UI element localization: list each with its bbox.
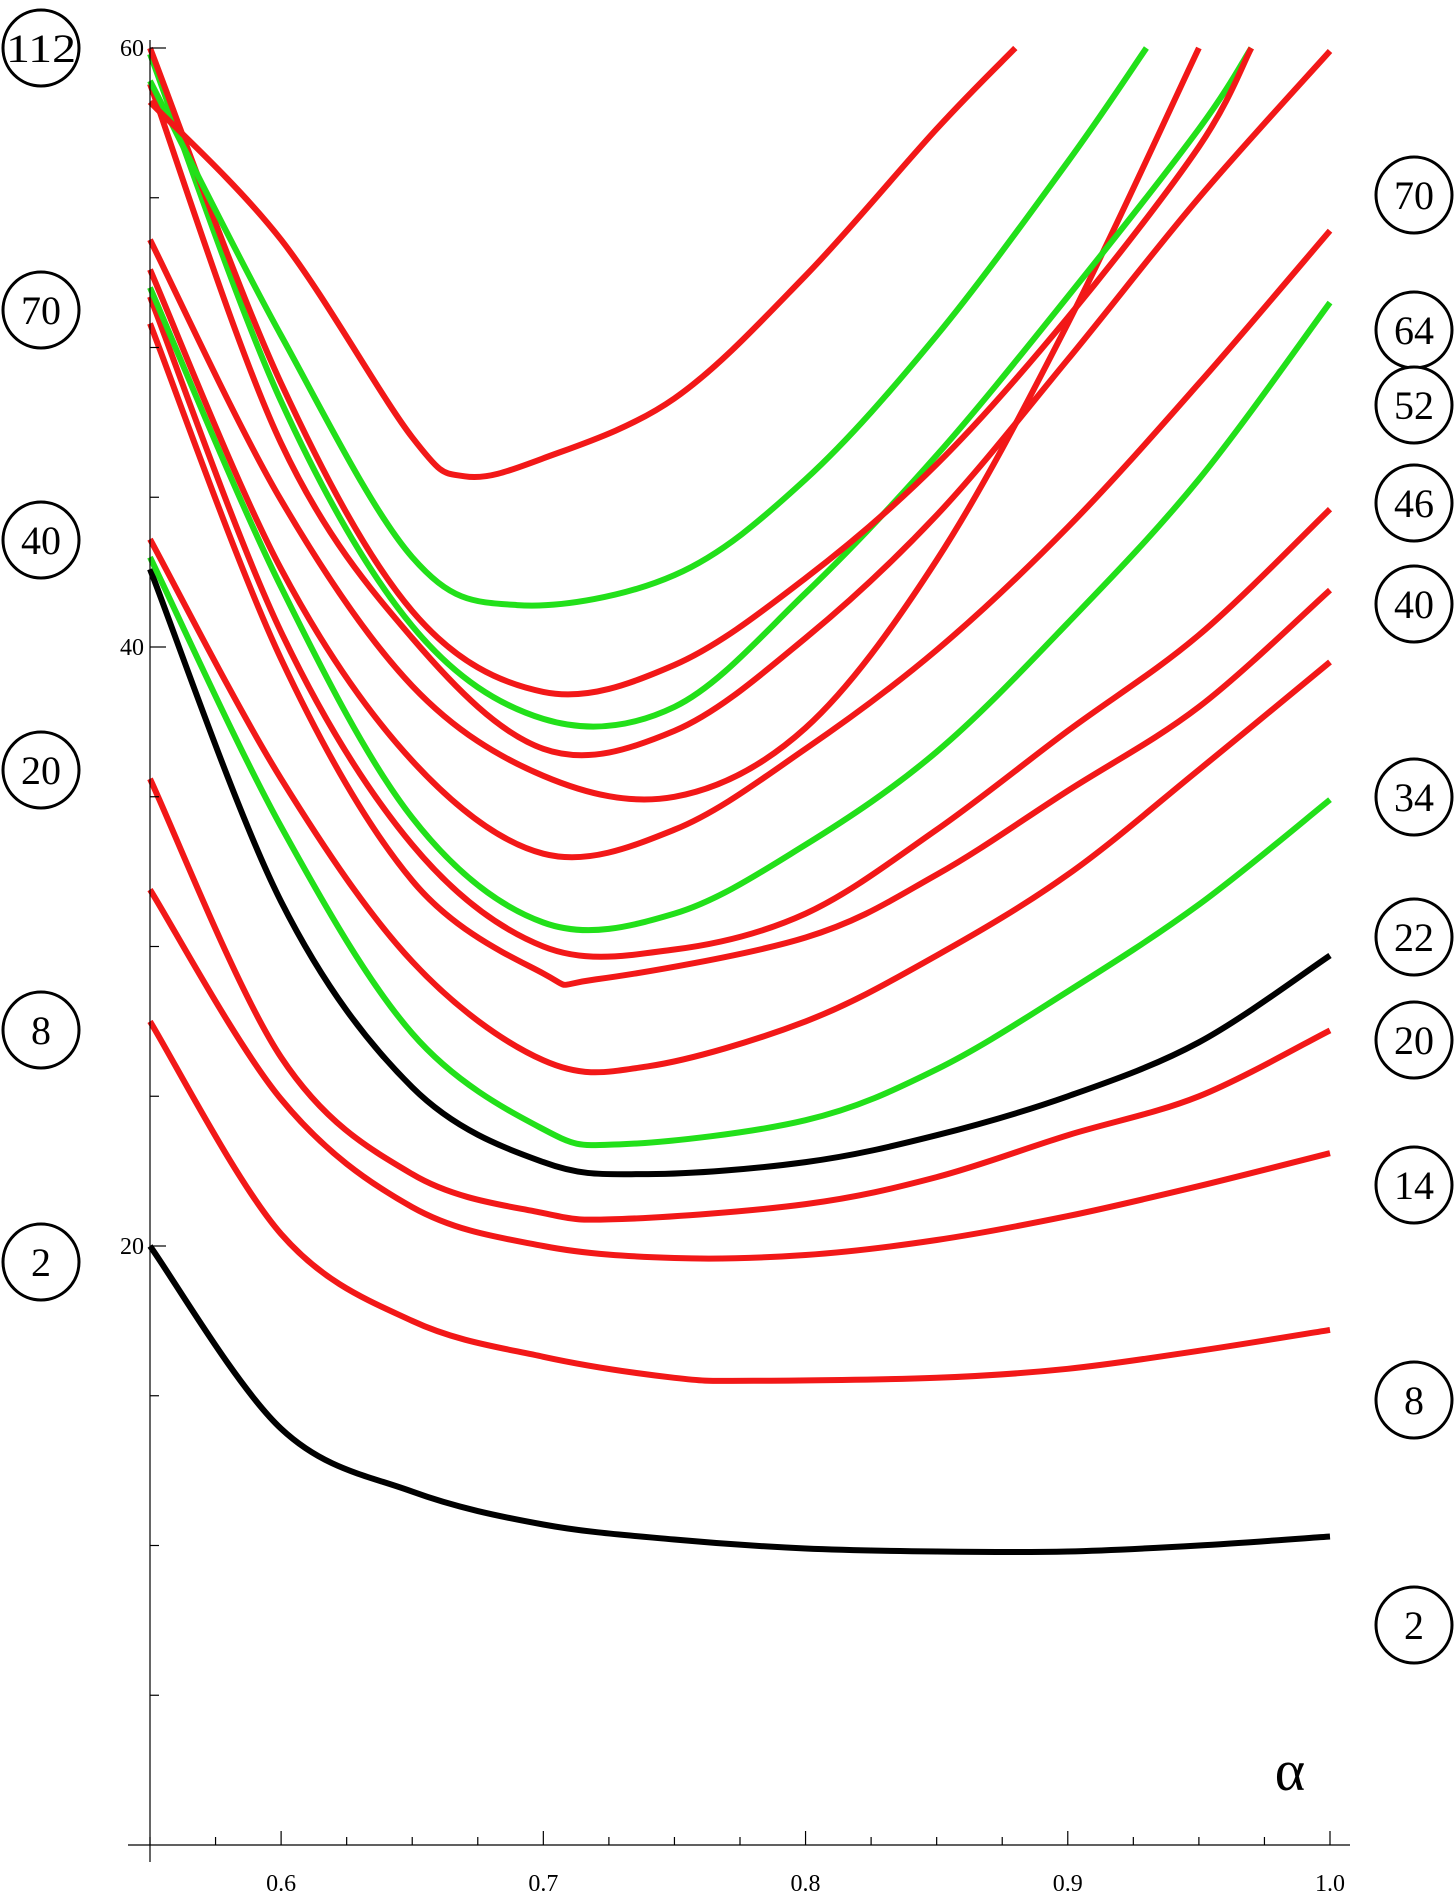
left-label-112: 112	[1, 8, 81, 88]
right-label-64: 64	[1374, 290, 1454, 370]
label-circle	[1, 500, 81, 580]
label-text: 20	[21, 748, 61, 793]
label-text: 40	[1394, 582, 1434, 627]
series-curve-6	[147, 555, 1332, 1149]
right-label-40: 40	[1374, 564, 1454, 644]
label-circle	[1, 1222, 81, 1302]
right-label-20: 20	[1374, 1000, 1454, 1080]
right-label-8: 8	[1374, 1360, 1454, 1440]
label-text: 2	[31, 1240, 51, 1285]
right-label-2: 2	[1374, 1585, 1454, 1665]
series-curve-9	[147, 295, 1333, 960]
label-circle	[1374, 1000, 1454, 1080]
series-curve-13	[147, 49, 1333, 759]
label-text: 20	[1394, 1018, 1434, 1063]
label-text: 64	[1394, 308, 1434, 353]
label-circle	[1374, 757, 1454, 837]
label-text: 8	[31, 1008, 51, 1053]
left-label-8: 8	[1, 990, 81, 1070]
right-label-70: 70	[1374, 155, 1454, 235]
label-text: 22	[1394, 915, 1434, 960]
label-circle	[1374, 1585, 1454, 1665]
series-curve-4	[147, 777, 1332, 1223]
label-text: 2	[1404, 1603, 1424, 1648]
x-axis-title: α	[1275, 1738, 1305, 1803]
label-circle	[1, 730, 81, 810]
label-circle	[1, 990, 81, 1070]
label-text: 34	[1394, 775, 1434, 820]
series-curve-11	[147, 228, 1333, 861]
label-text: 8	[1404, 1378, 1424, 1423]
label-text: 112	[6, 26, 76, 71]
right-label-46: 46	[1374, 463, 1454, 543]
labels-layer: 112 70 40 20 8 2 70 64 52 46 40 34 22 20 14 8 2	[1, 8, 1454, 1665]
curves-layer	[147, 45, 1333, 1556]
label-circle	[1374, 365, 1454, 445]
label-text: 70	[1394, 173, 1434, 218]
series-curve-10	[147, 286, 1333, 934]
series-curve-2	[147, 1019, 1331, 1384]
label-text: 46	[1394, 481, 1434, 526]
label-text: 14	[1394, 1163, 1434, 1208]
label-text: 40	[21, 518, 61, 563]
label-circle	[1374, 463, 1454, 543]
series-curve-16	[147, 46, 1149, 609]
right-label-14: 14	[1374, 1145, 1454, 1225]
left-label-2: 2	[1, 1222, 81, 1302]
series-curve-7	[147, 537, 1332, 1076]
x-tick-label: 1.0	[1315, 1871, 1345, 1896]
label-circle	[1374, 564, 1454, 644]
x-tick-label: 0.6	[266, 1871, 296, 1896]
series-curve-17	[147, 45, 1018, 481]
left-label-20: 20	[1, 730, 81, 810]
label-circle	[1374, 1360, 1454, 1440]
label-circle	[1374, 897, 1454, 977]
label-text: 70	[21, 288, 61, 333]
left-label-70: 70	[1, 270, 81, 350]
x-tick-label: 0.8	[791, 1871, 821, 1896]
series-curve-15	[147, 46, 1254, 698]
series-curve-12	[147, 46, 1202, 803]
label-circle	[1374, 1145, 1454, 1225]
label-circle	[1, 270, 81, 350]
series-curve-8	[147, 322, 1332, 988]
y-tick-label: 40	[120, 635, 144, 661]
x-tick-label: 0.7	[528, 1871, 558, 1896]
label-circle	[1, 8, 81, 88]
right-label-34: 34	[1374, 757, 1454, 837]
right-label-52: 52	[1374, 365, 1454, 445]
label-text: 52	[1394, 383, 1434, 428]
series-curve-3	[147, 888, 1331, 1262]
series-curve-14	[147, 46, 1254, 730]
x-tick-label: 0.9	[1053, 1871, 1083, 1896]
y-tick-label: 20	[120, 1234, 144, 1260]
left-label-40: 40	[1, 500, 81, 580]
label-circle	[1374, 155, 1454, 235]
axes-layer: 20 40 60 0.6 0.7 0.8 0.9 1.0 α	[120, 36, 1350, 1896]
right-label-22: 22	[1374, 897, 1454, 977]
y-tick-label: 60	[120, 36, 144, 62]
series-curve-1	[147, 1244, 1331, 1556]
series-curve-5	[147, 567, 1332, 1178]
